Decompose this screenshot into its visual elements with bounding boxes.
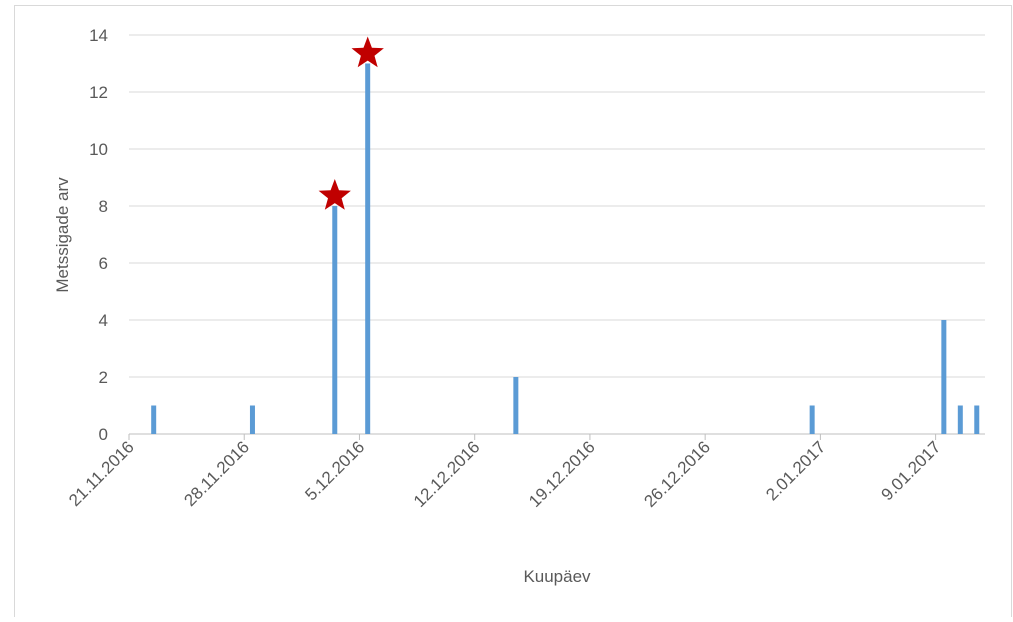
x-tick-label: 28.11.2016 (180, 437, 253, 510)
highlight-star (351, 36, 384, 68)
bar (957, 405, 963, 434)
bar (365, 63, 371, 434)
bar (151, 405, 157, 434)
bar (974, 405, 980, 434)
bar (941, 320, 947, 434)
x-tick-label: 19.12.2016 (525, 437, 599, 511)
bar (809, 405, 815, 434)
highlight-star (318, 179, 351, 210)
x-axis-title: Kuupäev (523, 567, 591, 586)
x-tick-label: 5.12.2016 (301, 437, 368, 504)
x-tick-label: 26.12.2016 (640, 437, 714, 511)
y-tick-label: 2 (99, 368, 108, 387)
y-axis-title: Metssigade arv (53, 177, 72, 293)
y-tick-label: 10 (89, 140, 108, 159)
bar (513, 377, 519, 434)
x-tick-label: 21.11.2016 (65, 437, 138, 510)
y-tick-label: 6 (99, 254, 108, 273)
y-tick-label: 14 (89, 26, 108, 45)
x-tick-label: 9.01.2017 (878, 437, 945, 504)
x-tick-label: 12.12.2016 (410, 437, 484, 511)
y-tick-label: 12 (89, 83, 108, 102)
bar (249, 405, 255, 434)
y-tick-label: 8 (99, 197, 108, 216)
x-tick-label: 2.01.2017 (762, 437, 829, 504)
chart-border (14, 5, 1012, 622)
y-tick-label: 4 (99, 311, 108, 330)
bar (332, 206, 338, 434)
y-tick-label: 0 (99, 425, 108, 444)
